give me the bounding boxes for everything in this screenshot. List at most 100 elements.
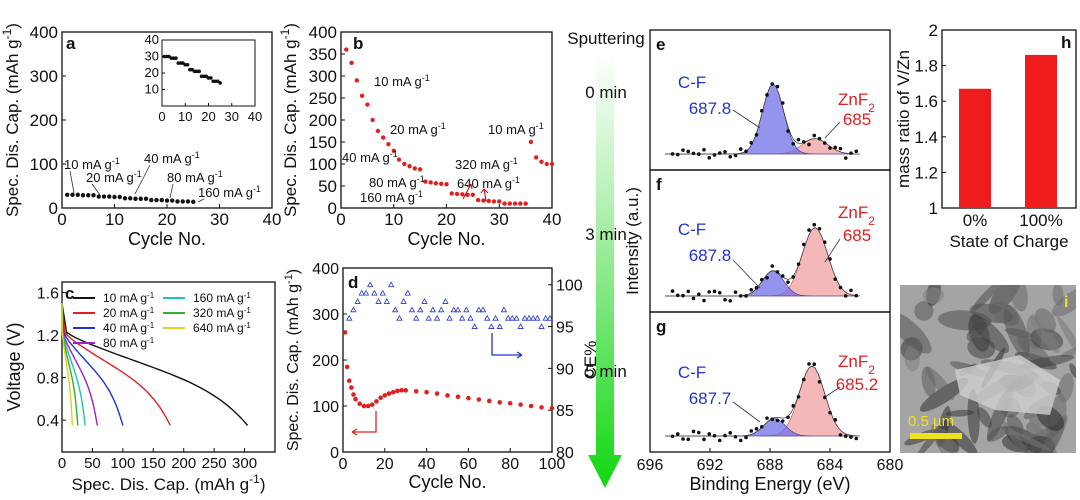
data-point	[523, 201, 528, 206]
tem-flake	[1058, 372, 1074, 403]
rate-annotation-base: 40 mA g	[144, 151, 192, 166]
capacity-point	[357, 401, 363, 407]
panel-label: c	[65, 284, 74, 303]
x-tick-label: 150	[141, 455, 166, 472]
capacity-point	[445, 393, 450, 398]
legend-label-base: 20 mA g	[103, 306, 147, 320]
capacity-point	[413, 388, 419, 394]
legend-label-base: 80 mA g	[103, 336, 147, 350]
ce-point	[383, 298, 391, 304]
data-point	[507, 201, 512, 206]
xps-data-point	[833, 277, 838, 281]
inset-y-tick-label: 10	[145, 82, 159, 97]
capacity-point	[351, 392, 356, 397]
xps-data-point	[838, 146, 843, 151]
scale-bar-label: 0.5 µm	[908, 413, 954, 430]
ce-point	[425, 314, 432, 321]
capacity-point	[346, 378, 352, 384]
ce-point	[475, 306, 483, 313]
y-tick-label: 1.6	[914, 92, 938, 111]
x-tick-label: 40	[418, 456, 436, 473]
xps-data-point	[670, 434, 675, 439]
y-tick-label: 0	[49, 199, 58, 218]
rate-annotation: 80 mA g-1	[369, 174, 425, 190]
y2-axis-label: CE%	[581, 341, 600, 380]
x-tick-label: 100	[110, 455, 135, 472]
data-point	[481, 198, 486, 203]
legend-label-sup: -1	[147, 321, 155, 330]
y-tick-label: 150	[309, 133, 337, 152]
data-point	[164, 198, 170, 203]
y-tick-label: 2	[929, 21, 938, 40]
data-point	[439, 181, 444, 186]
ce-point	[530, 314, 537, 321]
xps-data-point	[843, 156, 848, 160]
data-point	[402, 161, 407, 167]
rate-annotation-base: 20 mA g	[390, 122, 438, 137]
xps-data-point	[759, 277, 764, 282]
legend-label: 20 mA g-1	[103, 306, 155, 321]
cf-value: 687.7	[689, 389, 732, 408]
ce-point	[358, 289, 365, 296]
tem-flake	[1057, 316, 1076, 364]
data-point	[502, 201, 507, 206]
ce-point	[454, 306, 462, 313]
sputtering-time-label: 0 min	[585, 83, 627, 102]
znf2-label-sub: 2	[868, 214, 875, 228]
xps-data-point	[796, 394, 801, 399]
x-tick-label: 688	[757, 457, 784, 474]
rate-annotation: 80 mA g-1	[167, 169, 223, 185]
tem-flake	[914, 300, 934, 321]
data-point	[170, 198, 175, 203]
y-tick-label: 0.4	[37, 413, 59, 430]
x-tick-label: 100%	[1019, 211, 1062, 230]
y-axis-label-base: Spec. Dis. Cap. (mAh g	[281, 39, 300, 217]
data-point	[512, 201, 518, 206]
y-tick-label: 0	[328, 199, 337, 218]
x-tick-label: 80	[501, 456, 519, 473]
annotation-leader	[69, 170, 75, 194]
y-tick-label: 50	[318, 177, 337, 196]
y-axis-label-sup: -1	[0, 28, 14, 39]
data-point	[475, 197, 481, 203]
ce-point	[408, 306, 416, 313]
rate-annotation-sup: -1	[438, 121, 446, 131]
xps-data-point	[707, 432, 712, 436]
y-axis-label: Spec. Dis. Cap. (mAh g-1)	[283, 269, 302, 451]
xps-data-point	[770, 417, 775, 422]
capacity-point	[528, 403, 534, 409]
xps-data-point	[728, 431, 733, 435]
fit-envelope	[665, 227, 858, 297]
bar	[1025, 54, 1057, 208]
panel-c: 0 50 100 150 200 250 300 0.4 0.8 1.2 1.6 Spec. Dis.…	[4, 281, 276, 494]
data-point	[370, 117, 375, 123]
data-point	[138, 196, 143, 201]
xps-data-point	[675, 152, 680, 157]
data-point	[159, 197, 164, 203]
xps-data-point	[728, 299, 733, 303]
cf-label: C-F	[678, 220, 706, 239]
sputtering-arrow: Sputtering 0 min 3 min 5 min	[567, 29, 645, 488]
ce-point	[458, 314, 466, 321]
x-tick-label: 20	[437, 210, 456, 229]
x-tick-label: 680	[877, 457, 904, 474]
panel-label: e	[656, 35, 665, 54]
data-point	[107, 194, 112, 199]
cf-peak	[665, 83, 860, 155]
data-point	[386, 142, 391, 147]
rate-annotation-base: 80 mA g	[369, 175, 417, 190]
ce-point	[442, 298, 449, 304]
voltage-curve	[61, 303, 86, 426]
xps-data-point	[780, 274, 785, 278]
xps-data-point	[749, 429, 754, 433]
sputtering-time-label: 5 min	[585, 362, 627, 381]
xps-data-point	[686, 289, 691, 294]
x-tick-label: 60	[460, 456, 478, 473]
label-tail: )	[285, 269, 302, 274]
legend-label-base: 160 mA g	[193, 291, 244, 305]
cf-value: 687.8	[689, 246, 732, 265]
legend-label: 640 mA g-1	[193, 321, 251, 336]
xps-data-point	[854, 293, 859, 298]
xps-data-point	[744, 435, 748, 440]
